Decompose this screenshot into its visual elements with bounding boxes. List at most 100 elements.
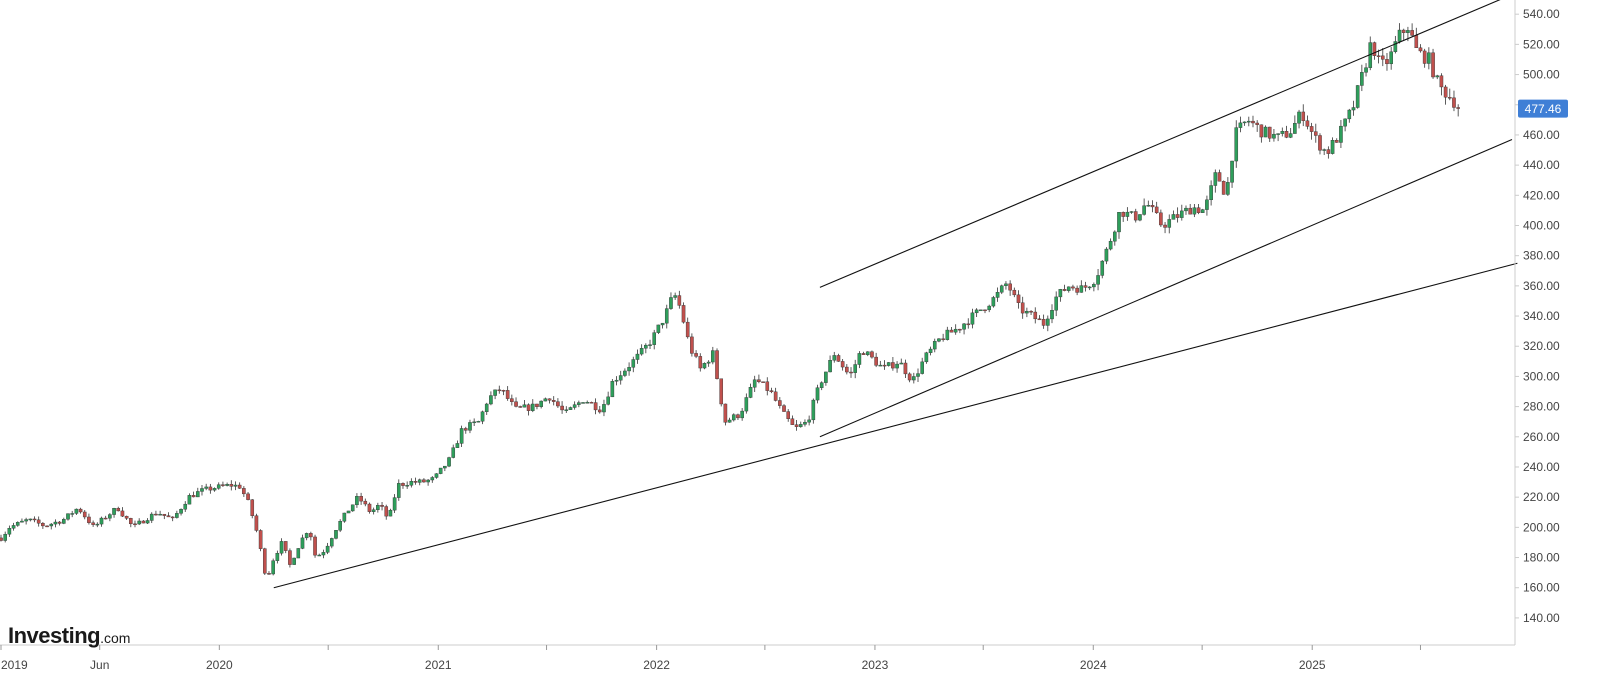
candle (363, 498, 368, 507)
candle (1213, 169, 1218, 193)
candle-body-up (1108, 240, 1113, 250)
candle-body-up (179, 509, 183, 514)
candle (208, 483, 213, 494)
candle-body-down (1385, 59, 1389, 65)
candle-body-up (1272, 133, 1276, 139)
candle-body-down (246, 493, 250, 500)
candle (258, 529, 263, 552)
candle-body-up (409, 481, 414, 486)
candle-body-up (1079, 285, 1084, 293)
candle (371, 507, 376, 515)
candle-body-up (468, 422, 472, 431)
candle (300, 534, 305, 550)
candle (430, 476, 435, 483)
candle-body-down (1033, 311, 1038, 320)
candle (882, 360, 887, 370)
candle (405, 481, 409, 489)
candle-body-down (170, 516, 175, 519)
candle-body-up (216, 484, 221, 489)
candle (53, 519, 58, 528)
candle-body-up (346, 510, 351, 514)
candle (162, 513, 167, 520)
candle (1029, 310, 1033, 316)
candle (175, 510, 179, 519)
candle-body-down (698, 356, 703, 369)
x-tick-label: 2025 (1299, 658, 1326, 672)
candle-body-up (204, 486, 208, 489)
x-tick-label: 2023 (862, 658, 889, 672)
candle-body-down (907, 373, 912, 381)
candle-body-up (669, 297, 673, 309)
candle-body-down (1267, 126, 1272, 139)
candle (861, 351, 866, 355)
candle (304, 532, 309, 541)
candle (585, 400, 590, 404)
candle-body-down (129, 518, 133, 525)
candle (212, 487, 217, 492)
candle (1334, 138, 1339, 143)
last-price-tag: 477.46 (1518, 99, 1568, 118)
candle-body-down (786, 411, 791, 419)
candle-body-down (0, 537, 3, 541)
candle (899, 358, 904, 365)
candle (568, 406, 573, 411)
candle (1422, 48, 1427, 68)
candle-body-up (1322, 149, 1326, 151)
candle (1435, 74, 1440, 80)
candle-body-up (811, 399, 816, 421)
candle-body-up (1146, 205, 1151, 207)
candle (451, 444, 456, 459)
candle-body-down (715, 350, 719, 379)
candle-body-up (20, 520, 24, 523)
candle-body-up (1351, 107, 1356, 111)
candle-body-up (1393, 41, 1398, 52)
candle-body-up (974, 309, 979, 314)
candle-body-up (200, 488, 204, 492)
candle (325, 542, 330, 555)
candle (493, 389, 497, 400)
candle-body-up (886, 362, 891, 366)
y-tick-label: 420.00 (1523, 188, 1560, 202)
candle-body-up (1242, 121, 1247, 124)
y-tick-label: 300.00 (1523, 369, 1560, 383)
candle (99, 516, 104, 527)
candle-body-down (736, 414, 740, 419)
candle (912, 372, 916, 384)
candle-body-up (1389, 51, 1393, 65)
candle (129, 517, 133, 528)
candle (1058, 288, 1063, 302)
candle (1255, 120, 1259, 132)
candle (443, 465, 447, 472)
candle (1171, 210, 1176, 220)
candle-body-up (639, 348, 644, 355)
candle (1117, 212, 1121, 239)
candle-body-up (610, 381, 615, 398)
candle-body-up (987, 305, 991, 311)
candle (480, 410, 485, 425)
candle (74, 508, 79, 516)
candle-body-down (288, 550, 292, 565)
candle (543, 397, 548, 402)
candle (891, 356, 895, 371)
candle-body-down (836, 355, 841, 362)
candle (761, 381, 765, 383)
candle (623, 368, 627, 378)
candle-body-down (690, 336, 694, 354)
candle (1196, 203, 1201, 215)
candle (1443, 84, 1448, 105)
candle-body-up (187, 495, 192, 505)
candle-body-up (108, 514, 112, 519)
candle (652, 329, 657, 350)
candle (610, 379, 615, 398)
candle (133, 520, 137, 528)
candle-body-down (958, 328, 962, 331)
candle-body-down (91, 522, 95, 525)
candle-body-down (1071, 286, 1075, 289)
candle (103, 515, 108, 520)
candle (1200, 208, 1205, 213)
candle-body-up (953, 328, 958, 333)
candle-body-down (401, 483, 405, 486)
y-tick-label: 340.00 (1523, 309, 1560, 323)
candle (262, 547, 267, 575)
candle (1427, 47, 1431, 70)
